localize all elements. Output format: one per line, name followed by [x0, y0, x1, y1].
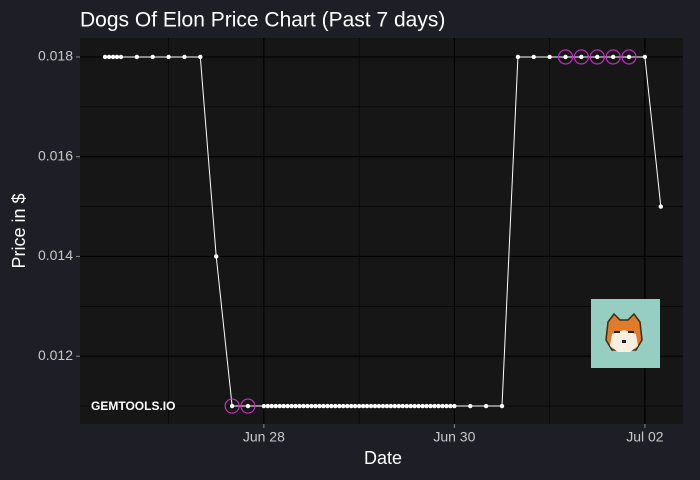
data-point [110, 54, 116, 60]
data-point [325, 403, 330, 409]
doge-logo [591, 299, 660, 368]
data-point [642, 54, 648, 60]
data-point [579, 54, 584, 60]
data-point [349, 403, 354, 409]
plot-panel [80, 38, 683, 424]
data-point [269, 403, 274, 409]
data-point [420, 403, 425, 409]
x-tick-label: Jun 30 [433, 429, 475, 445]
data-point [483, 403, 489, 409]
data-point [277, 403, 282, 409]
data-point [408, 403, 413, 409]
data-point [337, 403, 342, 409]
data-point [468, 403, 473, 409]
data-point [309, 403, 314, 409]
data-point [341, 403, 346, 409]
data-point [265, 403, 271, 409]
data-point [595, 54, 600, 60]
data-point [388, 403, 394, 409]
data-point [626, 54, 632, 60]
data-point [166, 54, 171, 60]
data-point [610, 54, 616, 60]
data-point [301, 403, 306, 409]
data-point [444, 403, 449, 409]
chart-title: Dogs Of Elon Price Chart (Past 7 days) [80, 9, 445, 32]
data-point [285, 403, 290, 409]
data-point [114, 54, 120, 60]
data-point [293, 403, 298, 409]
data-point [547, 54, 552, 60]
data-point [396, 403, 402, 409]
data-point [416, 403, 421, 409]
data-point [297, 403, 302, 409]
highlight-ring [621, 49, 637, 65]
y-tick-label: 0.012 [38, 347, 73, 363]
data-point [317, 403, 322, 409]
watermark: GEMTOOLS.IO [91, 399, 175, 413]
data-point [305, 403, 310, 409]
x-tick-label: Jun 28 [243, 429, 285, 445]
data-point [392, 403, 398, 409]
data-point [289, 403, 294, 409]
data-point [102, 54, 108, 60]
data-point [436, 403, 441, 409]
data-point [404, 403, 409, 409]
data-point [352, 403, 358, 409]
data-point [229, 403, 235, 409]
y-tick-label: 0.016 [38, 147, 73, 163]
data-point [345, 403, 350, 409]
highlight-ring [240, 398, 256, 414]
y-tick-label: 0.014 [38, 247, 73, 263]
data-point [368, 403, 374, 409]
highlight-ring [589, 49, 605, 65]
data-point [432, 403, 437, 409]
data-point [356, 403, 362, 409]
data-point [380, 403, 386, 409]
data-point [273, 403, 278, 409]
data-point [134, 54, 140, 60]
data-point [424, 403, 429, 409]
data-point [106, 54, 112, 60]
data-point [440, 403, 445, 409]
data-point [364, 403, 370, 409]
highlight-ring [557, 49, 574, 65]
data-point [384, 403, 390, 409]
data-point [448, 403, 453, 409]
data-point [281, 403, 286, 409]
x-tick-label: Jul 02 [626, 429, 664, 445]
x-axis-label: Date [364, 448, 402, 468]
data-point [198, 54, 203, 60]
highlight-ring [224, 398, 240, 414]
highlight-ring [605, 49, 621, 65]
data-point [428, 403, 433, 409]
data-point [329, 403, 334, 409]
data-point [182, 54, 187, 60]
y-axis-label: Price in $ [9, 193, 29, 268]
data-point [360, 403, 366, 409]
data-point [499, 403, 505, 409]
data-point [563, 54, 568, 60]
data-point [452, 403, 457, 409]
data-point [531, 54, 536, 60]
data-point [321, 403, 326, 409]
data-point [214, 254, 219, 259]
marks [102, 49, 664, 414]
data-point [400, 403, 405, 409]
data-point [245, 403, 251, 409]
highlight-ring [573, 49, 589, 65]
grid [80, 38, 683, 424]
y-tick-label: 0.018 [38, 48, 73, 64]
data-point [150, 54, 155, 60]
data-point [412, 403, 417, 409]
data-point [261, 403, 267, 409]
data-point [515, 54, 521, 60]
data-point [333, 403, 338, 409]
data-point [118, 54, 124, 60]
data-point [372, 403, 378, 409]
data-point [376, 403, 382, 409]
data-point [313, 403, 318, 409]
data-point [658, 204, 664, 209]
